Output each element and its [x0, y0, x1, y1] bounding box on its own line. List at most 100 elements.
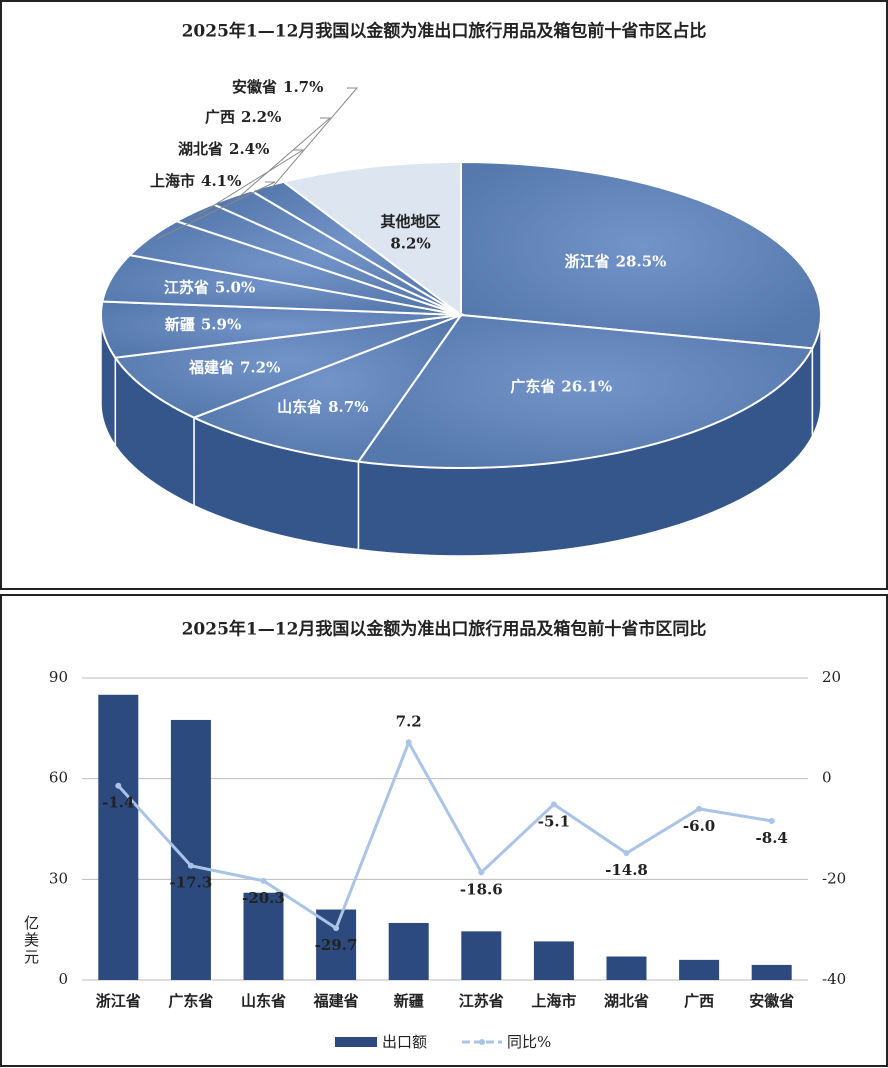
category-label: 广西	[205, 108, 235, 126]
data-label: -5.1	[538, 812, 570, 830]
pie-slice	[101, 254, 462, 316]
pie-slice	[100, 300, 462, 359]
value-label: 2.2%	[241, 108, 281, 126]
value-label: 5.9%	[201, 316, 241, 334]
legend-label: 出口额	[382, 1033, 427, 1051]
value-label: 8.7%	[328, 398, 368, 416]
category-label: 浙江省	[565, 252, 610, 270]
data-label: 新疆 5.9%	[165, 316, 241, 334]
y-axis-label: 亿美元	[22, 915, 40, 966]
line	[117, 738, 772, 931]
data-label: 广东省 26.1%	[510, 378, 612, 396]
leader-line	[199, 149, 305, 215]
leader-line	[270, 87, 359, 189]
y-tick-label: 60	[49, 769, 68, 787]
y2-tick-label: -20	[822, 869, 846, 887]
value-label: 2.4%	[229, 140, 269, 158]
data-label: 浙江省 28.5%	[565, 252, 667, 270]
pie-slice	[174, 203, 462, 316]
leader-line	[235, 117, 332, 200]
y-tick-label: 30	[49, 869, 68, 887]
line-point	[696, 805, 703, 812]
x-tick-label: 山东省	[241, 992, 286, 1010]
y-tick-label: 0	[58, 970, 68, 988]
y2-tick-label: 20	[822, 668, 841, 686]
data-label: 上海市 4.1%	[150, 172, 241, 190]
data-label: 湖北省 2.4%	[178, 140, 269, 158]
x-tick-label: 上海市	[531, 992, 576, 1010]
bar	[243, 892, 284, 980]
value-label: 4.1%	[201, 172, 241, 190]
value-label: 1.7%	[283, 78, 323, 96]
data-label: -8.4	[756, 829, 788, 847]
pie-slice	[127, 220, 462, 316]
category-label: 广东省	[510, 378, 555, 396]
panel-border	[0, 594, 888, 1067]
y2-tick-label: 0	[822, 769, 832, 787]
y-tick-label: 90	[49, 668, 68, 686]
category-label: 安徽省	[232, 78, 277, 96]
data-label: 广西 2.2%	[205, 108, 281, 126]
x-tick-label: 江苏省	[459, 992, 504, 1010]
line-point	[115, 782, 122, 789]
pie-slice	[356, 313, 814, 470]
leader-line	[156, 181, 276, 240]
bar	[679, 959, 720, 980]
x-tick-label: 福建省	[313, 992, 359, 1010]
value-label: 26.1%	[561, 378, 612, 396]
x-tick-label: 湖北省	[604, 992, 649, 1010]
bar	[388, 922, 429, 980]
data-label: 山东省 8.7%	[277, 398, 368, 416]
line-point	[623, 850, 630, 857]
data-label: -17.3	[170, 874, 213, 892]
data-label: -14.8	[605, 861, 648, 879]
data-label: 7.2	[396, 712, 422, 730]
category-label: 湖北省	[178, 140, 223, 158]
pie-slice	[281, 160, 462, 318]
chart-title: 2025年1—12月我国以金额为准出口旅行用品及箱包前十省市区同比	[182, 619, 707, 640]
pie-slice	[460, 160, 822, 350]
data-label: -18.6	[460, 880, 503, 898]
bar	[751, 964, 792, 980]
data-label: 江苏省 5.0%	[164, 278, 255, 296]
x-tick-label: 安徽省	[749, 992, 794, 1010]
category-label: 上海市	[150, 172, 195, 190]
value-label: 5.0%	[215, 278, 255, 296]
category-label: 福建省	[188, 359, 234, 377]
chart-title: 2025年1—12月我国以金额为准出口旅行用品及箱包前十省市区占比	[182, 21, 707, 42]
line-point	[333, 925, 340, 932]
line-point	[187, 862, 194, 869]
legend-swatch	[479, 1039, 485, 1045]
legend-label: 同比%	[507, 1033, 551, 1051]
panel-border	[0, 0, 888, 590]
bar	[316, 909, 357, 980]
line-point	[550, 801, 557, 808]
data-label: -1.4	[102, 794, 134, 812]
data-label: -6.0	[683, 817, 715, 835]
category-label: 其他地区	[381, 213, 441, 231]
data-label: 安徽省 1.7%	[232, 78, 323, 96]
category-label: 江苏省	[164, 278, 209, 296]
value-label: 28.5%	[616, 252, 667, 270]
data-label: 福建省 7.2%	[188, 359, 280, 377]
bar	[606, 956, 647, 980]
legend-swatch	[335, 1037, 377, 1047]
bar	[533, 941, 574, 980]
category-label: 山东省	[277, 398, 322, 416]
x-tick-label: 广西	[684, 992, 714, 1010]
value-label: 8.2%	[390, 235, 430, 253]
category-label: 新疆	[165, 316, 195, 334]
value-label: 7.2%	[240, 359, 280, 377]
x-tick-label: 广东省	[168, 992, 213, 1010]
x-tick-label: 浙江省	[96, 992, 141, 1010]
x-tick-label: 新疆	[394, 992, 424, 1010]
line-point	[405, 739, 412, 746]
pie-slice	[191, 312, 464, 463]
line-point	[260, 877, 267, 884]
pie-slice	[210, 189, 462, 316]
data-label: -20.3	[242, 889, 285, 907]
y2-tick-label: -40	[822, 970, 846, 988]
line-point	[478, 869, 485, 876]
pie-slice	[113, 314, 462, 419]
